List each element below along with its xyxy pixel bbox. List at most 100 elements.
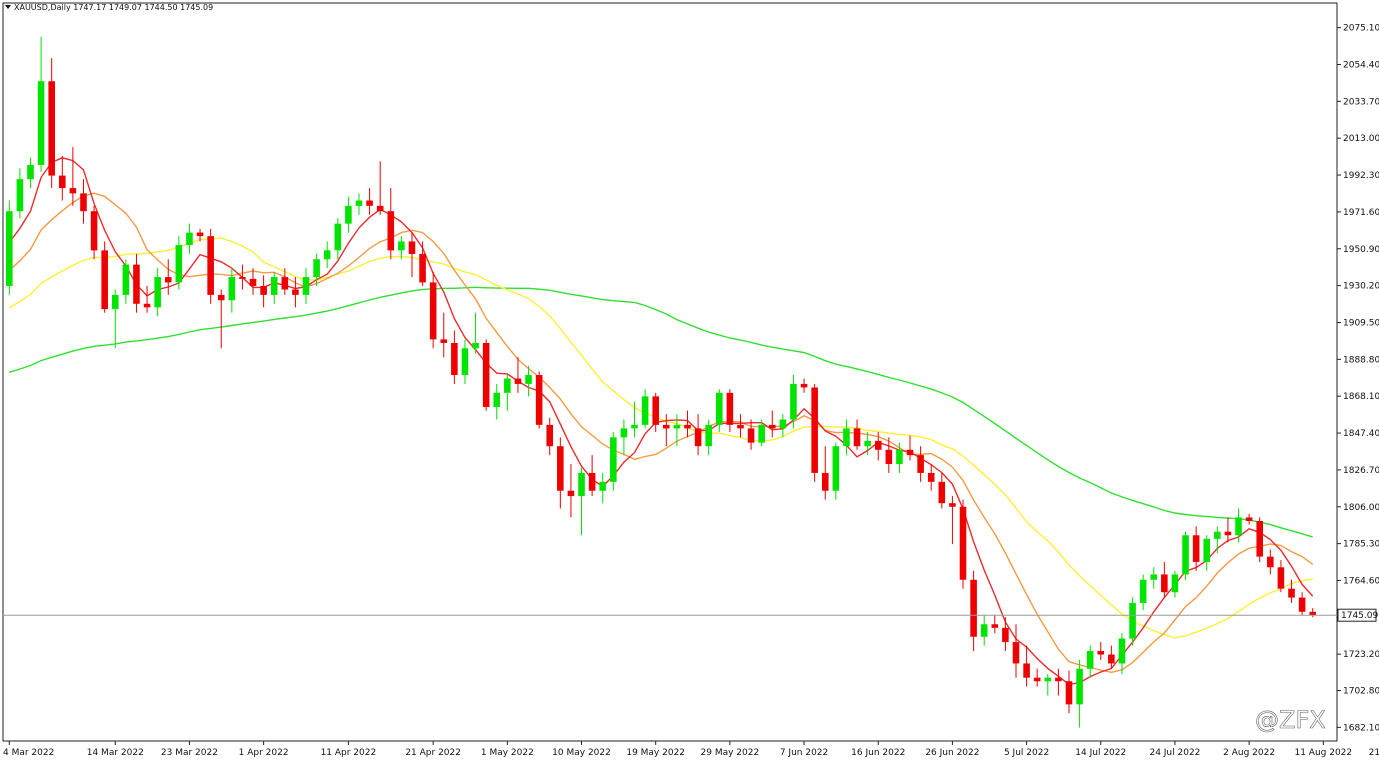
y-tick-label: 1888.80 — [1343, 355, 1379, 365]
candle-body — [737, 424, 744, 429]
candle — [207, 229, 214, 304]
candle — [472, 312, 479, 354]
candle — [864, 431, 871, 456]
candle — [1076, 659, 1083, 728]
candle — [1288, 579, 1295, 603]
candle — [1298, 592, 1306, 616]
x-tick-label: 11 Aug 2022 — [1294, 748, 1352, 758]
candle — [461, 339, 469, 384]
candle-body — [133, 264, 140, 304]
candle — [249, 268, 257, 295]
candle-body — [1086, 650, 1094, 669]
candle-body — [69, 188, 77, 194]
candle — [1224, 517, 1232, 543]
candle — [578, 467, 585, 536]
candle-body — [292, 289, 299, 295]
candle — [970, 570, 977, 651]
candle-body — [747, 428, 755, 443]
candle-body — [927, 472, 935, 482]
x-tick-label: 23 Mar 2022 — [161, 748, 218, 758]
x-tick-label: 4 Mar 2022 — [3, 748, 54, 758]
candle — [567, 464, 575, 518]
candle — [726, 389, 734, 432]
candle-body — [196, 232, 204, 237]
candle — [429, 271, 437, 349]
candle-body — [1139, 579, 1147, 603]
x-tick-label: 1 May 2022 — [481, 748, 534, 758]
candle — [991, 615, 999, 634]
candle-body — [281, 277, 289, 290]
candle-body — [620, 428, 628, 438]
candle-body — [768, 424, 776, 429]
candle-body — [1065, 681, 1073, 705]
candle — [853, 419, 861, 450]
candle-body — [546, 424, 554, 447]
x-tick-label: 5 Jul 2022 — [1004, 748, 1049, 758]
candle — [1161, 561, 1168, 598]
y-tick-label: 2075.10 — [1343, 24, 1379, 34]
candle — [345, 196, 352, 233]
candle — [270, 271, 278, 304]
candle-body — [80, 193, 87, 212]
candle — [1245, 513, 1253, 525]
candle-body — [1044, 677, 1052, 682]
candle-body — [525, 375, 532, 384]
candle — [1171, 570, 1179, 598]
candle-body — [6, 211, 13, 286]
x-tick-label: 10 May 2022 — [552, 748, 611, 758]
candle — [1129, 597, 1136, 646]
x-tick-label: 16 Jun 2022 — [851, 748, 905, 758]
candle-body — [239, 277, 246, 279]
candle-body — [906, 449, 914, 456]
candle-body — [641, 396, 649, 425]
candle — [1150, 567, 1158, 589]
candle-body — [1012, 642, 1020, 664]
candle — [832, 442, 840, 500]
candle — [684, 410, 691, 438]
candle — [281, 268, 289, 295]
candle — [874, 431, 882, 461]
candle-body — [758, 424, 765, 443]
y-tick-label: 2033.70 — [1343, 97, 1379, 107]
candle-body — [366, 200, 373, 206]
candle-body — [1277, 567, 1285, 589]
candle-body — [800, 383, 808, 388]
moving-averages — [8, 157, 1314, 686]
candle-body — [610, 437, 617, 482]
dropdown-triangle-icon[interactable] — [5, 5, 11, 9]
candle — [514, 357, 522, 393]
watermark-text: @ZFX — [1255, 706, 1326, 734]
candle — [419, 241, 426, 286]
y-tick-label: 1950.90 — [1343, 245, 1379, 255]
candle-body — [1108, 654, 1115, 664]
candle — [896, 442, 903, 473]
candle — [737, 414, 744, 438]
candle-body — [1214, 531, 1221, 539]
candle-body — [154, 277, 161, 308]
candle-body — [504, 378, 511, 393]
candle — [779, 414, 787, 438]
candle — [133, 253, 140, 313]
candle-body — [843, 428, 850, 447]
candle — [1118, 633, 1126, 675]
candle — [1267, 549, 1274, 575]
candle — [111, 289, 119, 349]
candle — [1192, 526, 1200, 571]
candle-body — [472, 342, 479, 349]
candle-body — [1203, 538, 1211, 562]
candle-body — [694, 428, 702, 447]
candle-body — [302, 277, 310, 295]
candle — [217, 289, 225, 349]
candle — [228, 268, 236, 313]
candle-body — [175, 245, 183, 283]
y-tick-label: 1764.60 — [1343, 576, 1379, 586]
candle — [504, 375, 511, 411]
candle-body — [482, 342, 490, 408]
x-tick-label: 19 May 2022 — [626, 748, 685, 758]
price-label-box — [1337, 608, 1377, 622]
x-tick-label: 26 Jun 2022 — [925, 748, 979, 758]
candle-body — [1288, 588, 1295, 598]
x-tick-label: 21 Apr 2022 — [405, 748, 461, 758]
